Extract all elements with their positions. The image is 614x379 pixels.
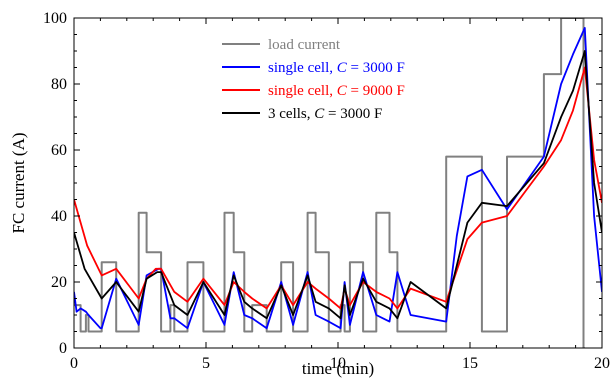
- series-line-2: [74, 66, 602, 310]
- legend-label-main: 3 cells,: [268, 106, 314, 122]
- legend-label-main: load current: [268, 37, 341, 53]
- x-tick-label: 20: [594, 355, 610, 372]
- series-line-1: [74, 27, 602, 330]
- legend-label-variable: C: [314, 106, 325, 122]
- legend-label-variable: C: [337, 60, 348, 76]
- tick-layer: 0 5 10 15 20 0 20 40 60 80 100: [43, 10, 610, 372]
- x-axis-title: time (min): [302, 359, 374, 378]
- y-axis-title: FC current (A): [9, 132, 28, 233]
- legend-label-tail: = 3000 F: [324, 106, 382, 122]
- legend-label-variable: C: [337, 83, 348, 99]
- x-tick-label: 0: [70, 355, 78, 372]
- legend-label: load current: [268, 37, 341, 53]
- legend-label: single cell, C = 9000 F: [268, 83, 405, 99]
- legend-label-main: single cell,: [268, 83, 337, 99]
- series-line-0: [74, 18, 585, 348]
- legend-label-tail: = 3000 F: [347, 60, 405, 76]
- y-tick-label: 60: [51, 142, 67, 159]
- series-layer: [74, 18, 602, 348]
- legend-label: 3 cells, C = 3000 F: [268, 106, 382, 122]
- y-tick-label: 100: [43, 10, 67, 27]
- y-tick-label: 20: [51, 274, 67, 291]
- y-tick-label: 80: [51, 76, 67, 93]
- legend-label-main: single cell,: [268, 60, 337, 76]
- x-tick-label: 10: [330, 355, 346, 372]
- y-tick-label: 0: [59, 340, 67, 357]
- legend-label: single cell, C = 3000 F: [268, 60, 405, 76]
- legend-label-tail: = 9000 F: [347, 83, 405, 99]
- y-tick-label: 40: [51, 208, 67, 225]
- x-tick-label: 5: [202, 355, 210, 372]
- x-tick-label: 15: [462, 355, 478, 372]
- series-line-3: [74, 50, 602, 320]
